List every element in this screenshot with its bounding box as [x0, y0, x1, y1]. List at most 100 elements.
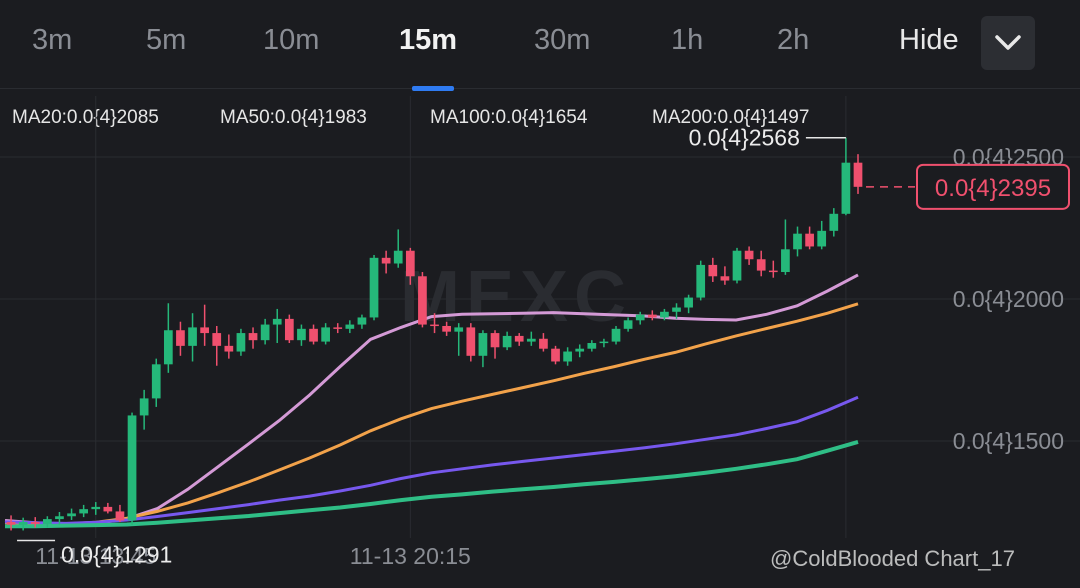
candle-body — [660, 311, 669, 318]
candle-body — [478, 333, 488, 356]
candle — [466, 323, 476, 362]
candle — [756, 250, 766, 277]
candle — [200, 304, 209, 346]
candle — [30, 517, 40, 528]
candle-body — [526, 338, 536, 342]
candle-body — [430, 324, 439, 327]
candle-body — [309, 328, 318, 342]
tab-3m[interactable]: 3m — [32, 24, 73, 56]
candle-body — [805, 233, 814, 247]
legend-ma20: MA20:0.0{4}2085 — [12, 107, 159, 128]
candle — [768, 260, 778, 278]
candle — [853, 154, 863, 194]
candle — [139, 389, 149, 430]
candle-body — [393, 250, 403, 264]
candle-body — [369, 257, 379, 318]
candle — [333, 323, 343, 334]
hide-button[interactable]: Hide — [899, 24, 959, 56]
interval-tab-bar: 3m 5m 10m 15m 30m 1h 2h Hide — [0, 0, 1080, 91]
y-tick-label: 0.0{4}1500 — [953, 428, 1064, 454]
candle — [672, 303, 681, 319]
candle — [793, 226, 802, 257]
candle-body — [284, 318, 294, 341]
candle-body — [744, 250, 754, 260]
candle — [526, 331, 536, 346]
candle-body — [79, 509, 89, 514]
candle-body — [454, 327, 464, 332]
candle — [188, 313, 197, 362]
x-tick-label: 11-13 20:15 — [350, 543, 471, 569]
chevron-down-icon — [995, 35, 1021, 50]
candle-body — [563, 351, 572, 362]
legend-ma100: MA100:0.0{4}1654 — [430, 107, 588, 128]
moving-average-lines — [4, 273, 859, 529]
candle-body — [163, 330, 173, 365]
candle-body — [103, 506, 113, 512]
candle — [321, 323, 330, 345]
candle-body — [732, 250, 742, 281]
candles — [6, 137, 863, 531]
candle — [55, 512, 64, 525]
candle-body — [30, 521, 40, 524]
candle-body — [151, 364, 161, 399]
candle — [309, 324, 318, 345]
tab-30m[interactable]: 30m — [534, 24, 591, 56]
collapse-toggle-button[interactable] — [981, 16, 1035, 70]
candle — [381, 250, 391, 274]
candle — [841, 137, 851, 216]
candle — [284, 314, 294, 344]
candle-body — [321, 327, 330, 342]
candle-body — [575, 348, 585, 352]
candle — [829, 208, 839, 237]
tab-1h[interactable]: 1h — [671, 24, 704, 56]
legend-ma50: MA50:0.0{4}1983 — [220, 107, 367, 128]
candle — [103, 502, 113, 514]
price-markers: 0.0{4}2568 0.0{4}1291 0.0{4}2395 — [17, 125, 1070, 567]
candle-body — [345, 324, 355, 329]
candle-body — [297, 328, 306, 341]
candle — [260, 318, 270, 345]
candle-body — [272, 318, 282, 325]
candle — [575, 344, 585, 358]
candle — [514, 333, 524, 346]
ma-line-ma200 — [5, 439, 859, 529]
ma-line-ma100 — [4, 395, 859, 525]
candle-body — [67, 513, 76, 517]
candle — [720, 266, 730, 285]
candle-body — [623, 320, 633, 329]
candle-body — [647, 314, 657, 318]
active-tab-indicator — [412, 86, 454, 91]
candle — [248, 327, 258, 349]
tab-2h[interactable]: 2h — [777, 24, 810, 56]
candle — [623, 317, 633, 332]
candle-body — [405, 250, 415, 277]
candle-body — [720, 276, 730, 281]
tab-5m[interactable]: 5m — [146, 24, 187, 56]
tab-15m[interactable]: 15m — [399, 24, 458, 56]
candle — [67, 508, 76, 520]
candle — [224, 334, 234, 359]
candle-body — [817, 230, 827, 247]
candle-body — [696, 264, 706, 298]
candle — [297, 324, 306, 346]
candle — [212, 325, 222, 366]
legend-ma200: MA200:0.0{4}1497 — [652, 107, 810, 128]
y-tick-label: 0.0{4}2000 — [953, 286, 1064, 312]
candle — [18, 517, 28, 531]
low-marker-label: 0.0{4}1291 — [61, 541, 172, 567]
price-chart[interactable]: MEXC 0.0{4}2500 0.0{4}2000 0.0{4}1500 11-1… — [0, 96, 1080, 583]
candle — [490, 330, 500, 359]
candle-body — [381, 257, 391, 264]
grid-lines — [0, 96, 1080, 538]
candle — [805, 226, 814, 250]
tab-10m[interactable]: 10m — [263, 24, 320, 56]
candle — [563, 347, 572, 366]
candle — [539, 333, 548, 352]
candle — [6, 515, 16, 531]
candle-body — [611, 328, 621, 342]
candle — [684, 294, 693, 314]
candle-body — [490, 333, 500, 348]
candle-body — [6, 521, 16, 525]
candle — [418, 272, 427, 328]
